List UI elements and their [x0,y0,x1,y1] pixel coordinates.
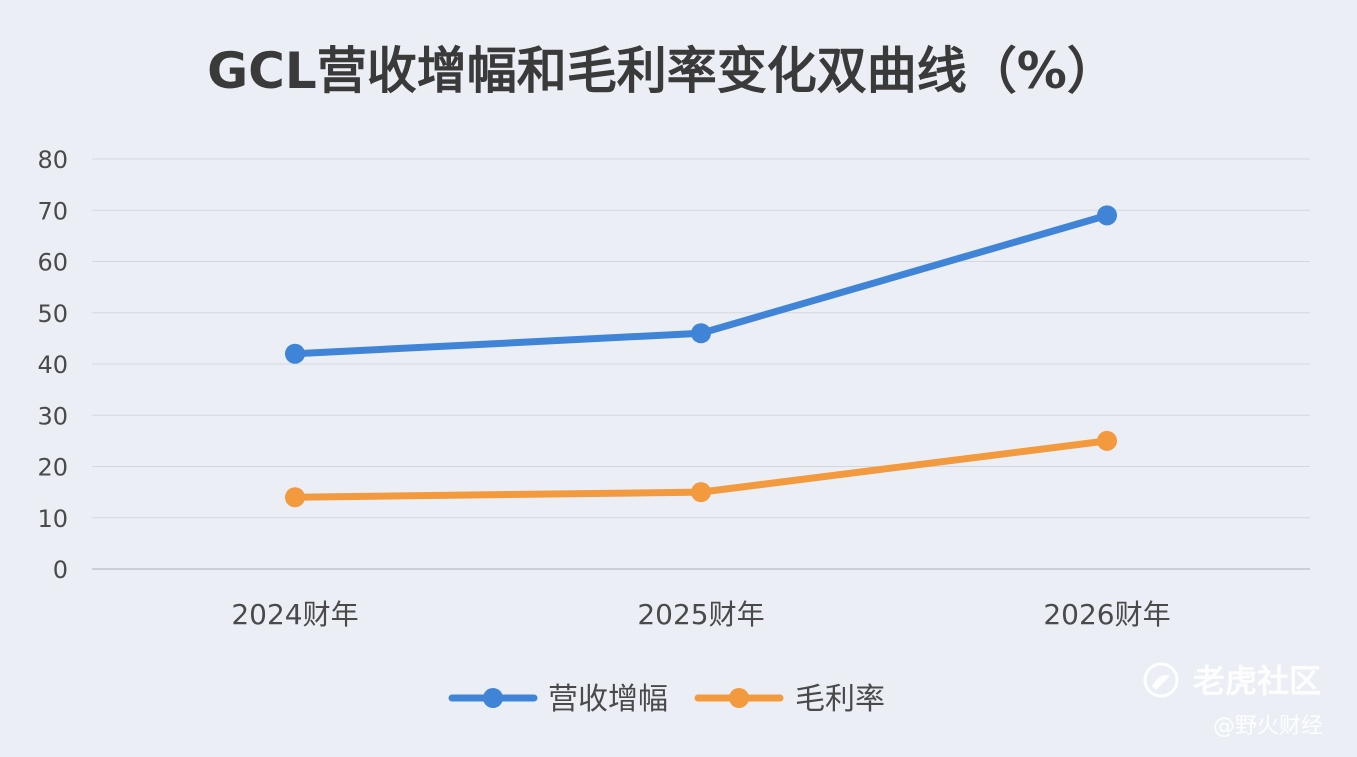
y-tick-label: 70 [37,197,68,225]
y-tick-label: 10 [37,505,68,533]
x-axis-ticks: 2024财年 2025财年 2026财年 [231,598,1170,631]
y-tick-label: 40 [37,351,68,379]
watermark-sub-text: @野火财经 [1213,714,1323,739]
data-point [691,323,711,344]
watermark-main-text: 老虎社区 [1193,662,1321,700]
legend-swatch-marker [729,688,749,708]
data-point [691,482,711,503]
y-tick-label: 50 [37,300,68,328]
data-point [1097,430,1117,451]
series-lines [285,205,1117,508]
legend-swatch-marker [483,688,503,708]
tiger-community-logo-icon [1143,662,1179,698]
chart-title: GCL营收增幅和毛利率变化双曲线（%） [207,42,1117,100]
data-point [1097,205,1117,226]
y-axis-ticks: 0 10 20 30 40 50 60 70 80 [37,146,68,584]
y-tick-label: 20 [37,454,68,482]
x-tick-label: 2024财年 [231,598,358,631]
data-point [285,343,305,364]
y-tick-label: 0 [53,556,68,584]
y-tick-label: 60 [37,249,68,277]
x-tick-label: 2026财年 [1043,598,1170,631]
gridlines [92,158,1310,570]
watermark: 老虎社区 @野火财经 [1143,662,1323,739]
data-point [285,487,305,508]
y-tick-label: 80 [37,146,68,174]
legend: 营收增幅 毛利率 [448,682,885,717]
x-tick-label: 2025财年 [637,598,764,631]
legend-label: 营收增幅 [548,682,668,717]
y-tick-label: 30 [37,402,68,430]
legend-label: 毛利率 [795,682,885,717]
